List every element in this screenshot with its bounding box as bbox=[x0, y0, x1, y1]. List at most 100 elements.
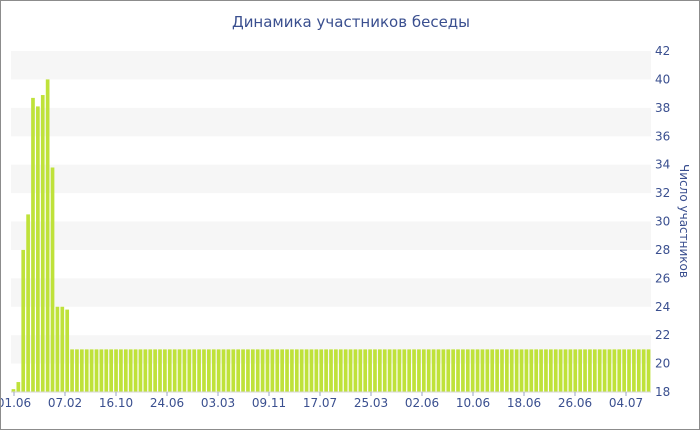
bar bbox=[119, 349, 123, 392]
bar bbox=[549, 349, 553, 392]
bar bbox=[436, 349, 441, 392]
bar bbox=[255, 349, 260, 392]
bar bbox=[363, 349, 368, 392]
bar bbox=[207, 349, 211, 392]
bar bbox=[470, 349, 475, 392]
grid-band bbox=[11, 164, 651, 194]
bar bbox=[509, 349, 514, 392]
bar bbox=[431, 349, 436, 392]
bar bbox=[89, 349, 94, 392]
bar bbox=[70, 349, 74, 392]
bar bbox=[348, 349, 353, 392]
x-tick-label: 01.06 bbox=[1, 396, 31, 410]
bar bbox=[524, 349, 529, 392]
bar bbox=[553, 349, 558, 392]
bar bbox=[275, 349, 280, 392]
y-tick-label: 30 bbox=[655, 215, 670, 229]
bar bbox=[94, 349, 99, 392]
bar bbox=[65, 309, 70, 392]
y-tick-label: 38 bbox=[655, 101, 670, 115]
bar bbox=[397, 349, 402, 392]
bar bbox=[123, 349, 128, 392]
bar bbox=[387, 349, 392, 392]
y-tick-label: 36 bbox=[655, 129, 670, 143]
bar bbox=[187, 349, 192, 392]
bar bbox=[84, 349, 89, 392]
x-tick-label: 09.11 bbox=[252, 396, 286, 410]
y-tick-label: 20 bbox=[655, 357, 670, 371]
bar bbox=[11, 389, 16, 392]
y-tick-label: 42 bbox=[655, 44, 670, 58]
bar bbox=[153, 349, 157, 392]
bar bbox=[265, 349, 270, 392]
bar bbox=[451, 349, 455, 392]
y-tick-label: 34 bbox=[655, 158, 670, 172]
bar bbox=[197, 349, 201, 392]
bar bbox=[294, 349, 299, 392]
bar bbox=[50, 167, 55, 392]
bar bbox=[485, 349, 490, 392]
bar bbox=[544, 349, 548, 392]
bar bbox=[16, 382, 21, 392]
bar bbox=[226, 349, 231, 392]
bar bbox=[290, 349, 294, 392]
bar bbox=[583, 349, 587, 392]
x-tick-label: 24.06 bbox=[150, 396, 184, 410]
bar bbox=[138, 349, 143, 392]
bar bbox=[148, 349, 153, 392]
x-tick-label: 25.03 bbox=[354, 396, 388, 410]
bar bbox=[60, 306, 65, 392]
bar bbox=[182, 349, 187, 392]
x-tick-label: 07.02 bbox=[48, 396, 82, 410]
x-tick-label: 26.06 bbox=[558, 396, 592, 410]
bar bbox=[378, 349, 382, 392]
bar bbox=[578, 349, 583, 392]
bar bbox=[627, 349, 631, 392]
bar bbox=[216, 349, 221, 392]
bar bbox=[143, 349, 148, 392]
grid-band bbox=[11, 107, 651, 137]
bar bbox=[646, 349, 651, 392]
bar bbox=[558, 349, 563, 392]
y-tick-label: 28 bbox=[655, 243, 670, 257]
bar bbox=[617, 349, 622, 392]
grid-band bbox=[11, 221, 651, 250]
bar bbox=[441, 349, 446, 392]
bar bbox=[163, 349, 167, 392]
bar bbox=[368, 349, 372, 392]
bar bbox=[358, 349, 363, 392]
bar bbox=[45, 79, 50, 393]
bar bbox=[55, 306, 60, 392]
bar bbox=[329, 349, 333, 392]
bar bbox=[500, 349, 504, 392]
bar bbox=[607, 349, 612, 392]
bar bbox=[211, 349, 216, 392]
bar bbox=[314, 349, 319, 392]
x-tick-label: 10.06 bbox=[456, 396, 490, 410]
bar bbox=[177, 349, 182, 392]
bar bbox=[319, 349, 324, 392]
bar bbox=[221, 349, 226, 392]
bar bbox=[632, 349, 636, 392]
x-tick-label: 17.07 bbox=[303, 396, 337, 410]
bar bbox=[529, 349, 534, 392]
bar bbox=[426, 349, 431, 392]
bar bbox=[392, 349, 397, 392]
bar bbox=[573, 349, 578, 392]
bar bbox=[461, 349, 465, 392]
bar bbox=[612, 349, 617, 392]
grid-band bbox=[11, 51, 651, 80]
bar bbox=[246, 349, 250, 392]
bar bbox=[602, 349, 607, 392]
bar bbox=[407, 349, 412, 392]
bar bbox=[324, 349, 328, 392]
bar bbox=[250, 349, 255, 392]
bar bbox=[75, 349, 79, 392]
bar bbox=[334, 349, 338, 392]
y-tick-label: 26 bbox=[655, 271, 670, 285]
bar bbox=[109, 349, 113, 392]
bar bbox=[382, 349, 387, 392]
bar bbox=[636, 349, 641, 392]
bar bbox=[641, 349, 646, 392]
